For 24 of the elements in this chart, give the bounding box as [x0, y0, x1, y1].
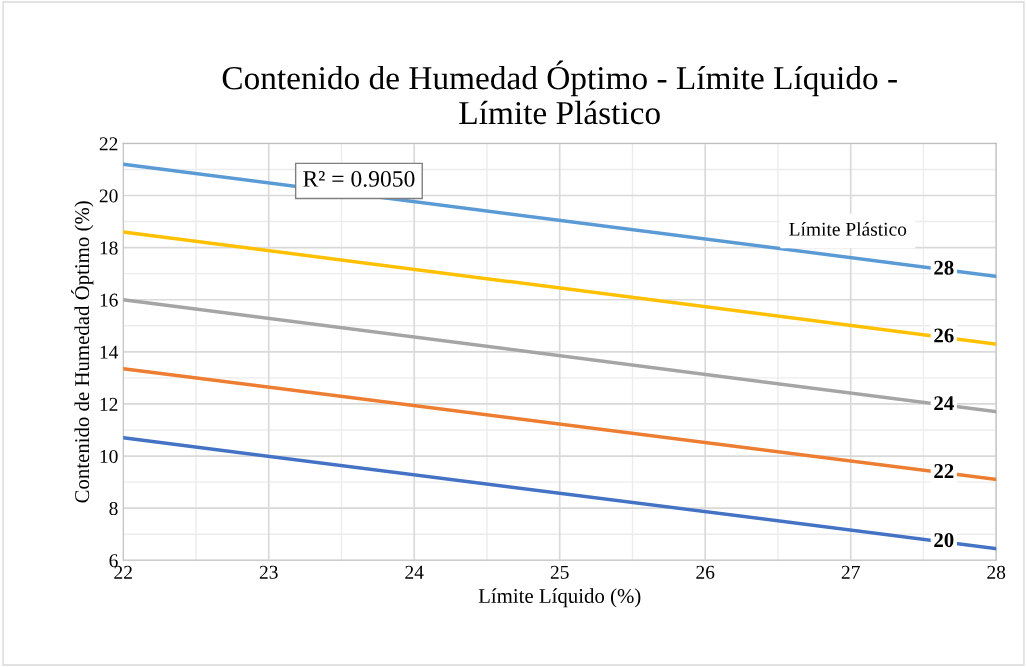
- y-tick-label: 20: [99, 189, 118, 203]
- series-label: 26: [934, 328, 954, 343]
- y-tick-label: 22: [99, 137, 118, 151]
- x-tick-label: 23: [259, 565, 278, 579]
- x-axis-title: Límite Líquido (%): [478, 588, 641, 608]
- y-tick-label: 14: [100, 345, 119, 359]
- series-label: 24: [934, 396, 954, 411]
- x-tick-label: 24: [405, 565, 424, 579]
- series-label: 28: [934, 260, 954, 275]
- x-tick-label: 26: [696, 565, 715, 579]
- y-tick-label: 12: [100, 397, 118, 411]
- y-axis-title: Contenido de Humedad Óptimo (%): [71, 201, 94, 503]
- y-tick-label: 8: [109, 501, 118, 516]
- x-tick-label: 27: [841, 565, 860, 579]
- y-tick-label: 16: [100, 293, 118, 307]
- chart-title: Contenido de Humedad Óptimo - Límite Líquido - Límite Plástico: [222, 60, 897, 125]
- y-tick-label: 10: [100, 449, 118, 463]
- x-tick-label: 28: [987, 565, 1006, 579]
- series-label: 20: [934, 533, 954, 548]
- annotation: R² = 0.9050: [303, 170, 415, 187]
- series-label: 22: [934, 464, 954, 478]
- x-tick-label: 25: [550, 565, 569, 579]
- annotation: Límite Plástico: [789, 222, 907, 236]
- y-tick-label: 18: [100, 241, 118, 255]
